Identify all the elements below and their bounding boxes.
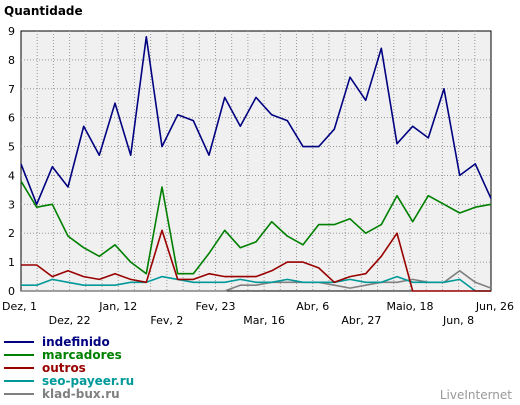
x-axis: Dez, 1 Dez, 22 Jan, 12 Fev, 2 Fev, 23 Mar, 16… [2,300,514,327]
y-tick-label: 2 [8,227,15,240]
x-tick-label: Dez, 1 [2,300,37,313]
y-tick-label: 9 [8,25,15,38]
y-tick-label: 3 [8,198,15,211]
x-tick-label: Jun, 26 [475,300,514,313]
series-line-marcadores [20,180,492,275]
x-tick-label: Abr, 6 [296,300,329,313]
legend-label: seo-payeer.ru [42,374,134,388]
credit-label: LiveInternet [440,388,512,402]
series-line-outros [21,229,491,292]
y-tick-label: 8 [8,54,15,67]
x-tick-label: Mar, 16 [243,314,285,327]
plot-background [20,30,492,292]
plot-area [20,30,492,292]
series-line-indefinido [20,35,492,206]
x-tick-label: Fev, 23 [195,300,235,313]
x-tick-label: Abr, 27 [341,314,381,327]
legend: indefinidomarcadoresoutrosseo-payeer.ruk… [4,335,134,401]
legend-label: outros [42,361,86,375]
legend-label: indefinido [42,335,110,349]
y-tick-label: 1 [8,256,15,269]
y-tick-label: 5 [8,141,15,154]
y-tick-label: 4 [8,169,15,182]
y-axis: 0 1 2 3 4 5 6 7 8 9 [8,25,15,298]
x-tick-label: Dez, 22 [49,314,91,327]
y-tick-label: 7 [8,83,15,96]
x-tick-label: Maio, 18 [386,300,433,313]
series-line-seo-payeer-ru [21,275,491,292]
x-tick-label: Jan, 12 [98,300,137,313]
series-layer [20,35,492,292]
series-line-klad-bux-ru [21,269,492,292]
legend-label: marcadores [42,348,122,362]
y-tick-label: 0 [8,285,15,298]
x-tick-label: Fev, 2 [150,314,183,327]
chart-title: Quantidade [4,4,83,18]
legend-label: klad-bux.ru [42,387,120,401]
y-tick-label: 6 [8,112,15,125]
x-tick-label: Jun, 8 [442,314,474,327]
